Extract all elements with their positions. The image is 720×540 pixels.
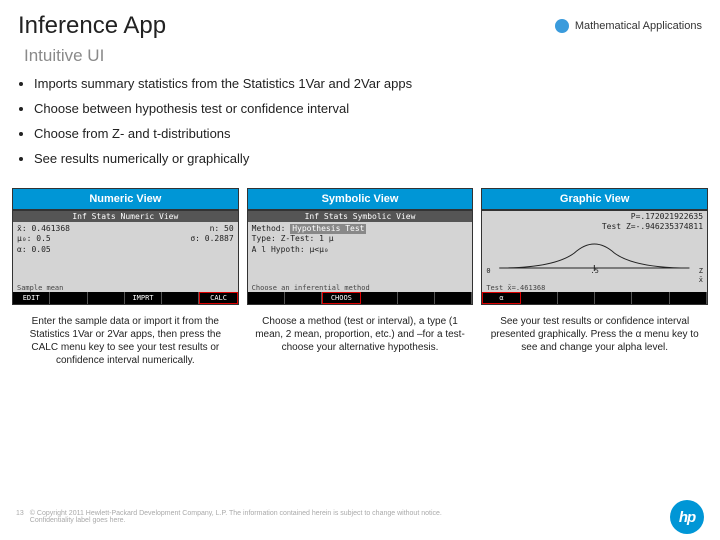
bullet-list: Imports summary statistics from the Stat… bbox=[0, 76, 720, 188]
symbolic-menu: CHOOS bbox=[248, 292, 473, 304]
tag-text: Mathematical Applications bbox=[575, 20, 702, 32]
tag-dot-icon bbox=[555, 19, 569, 33]
menu-calc[interactable]: CALC bbox=[199, 292, 237, 304]
symbolic-foot-label: Choose an inferential method bbox=[248, 284, 473, 292]
graphic-header: Graphic View bbox=[481, 188, 708, 210]
p-value: P=.172021922635 bbox=[486, 212, 703, 222]
numeric-foot-label: Sample mean bbox=[13, 284, 238, 292]
copyright-text: © Copyright 2011 Hewlett-Packard Develop… bbox=[30, 510, 450, 524]
bullet-item: Imports summary statistics from the Stat… bbox=[34, 76, 696, 91]
menu-alpha[interactable]: α bbox=[482, 292, 520, 304]
bullet-item: See results numerically or graphically bbox=[34, 151, 696, 166]
symbolic-screen-title: Inf Stats Symbolic View bbox=[248, 211, 473, 222]
stat-xbar: x̄: 0.461368 bbox=[17, 224, 70, 234]
symbolic-screen: Inf Stats Symbolic View Method: Hypothes… bbox=[247, 210, 474, 305]
alt-hypothesis: A l Hypoth: μ<μ₀ bbox=[252, 245, 469, 255]
menu-edit[interactable]: EDIT bbox=[13, 292, 50, 304]
page-title: Inference App bbox=[18, 12, 166, 40]
stat-mu0: μ₀: 0.5 bbox=[17, 234, 51, 244]
graphic-menu: α bbox=[482, 292, 707, 304]
hp-logo-icon: hp bbox=[670, 500, 704, 534]
graphic-caption: See your test results or confidence inte… bbox=[481, 305, 708, 354]
test-z: Test Z=-.946235374811 bbox=[486, 222, 703, 232]
graphic-screen: P=.172021922635 Test Z=-.946235374811 0 … bbox=[481, 210, 708, 305]
category-tag: Mathematical Applications bbox=[555, 19, 702, 33]
bullet-item: Choose from Z- and t-distributions bbox=[34, 126, 696, 141]
symbolic-header: Symbolic View bbox=[247, 188, 474, 210]
type-label: Type: Z-Test: 1 μ bbox=[252, 234, 469, 244]
numeric-screen: Inf Stats Numeric View x̄: 0.461368 n: 50… bbox=[12, 210, 239, 305]
stat-alpha: α: 0.05 bbox=[17, 245, 51, 255]
symbolic-caption: Choose a method (test or interval), a ty… bbox=[247, 305, 474, 354]
numeric-caption: Enter the sample data or import it from … bbox=[12, 305, 239, 367]
test-xbar: Test x̄=.461368 bbox=[482, 284, 707, 292]
page-number: 13 bbox=[16, 510, 24, 517]
menu-import[interactable]: IMPRT bbox=[125, 292, 162, 304]
subtitle: Intuitive UI bbox=[0, 40, 720, 76]
numeric-column: Numeric View Inf Stats Numeric View x̄: … bbox=[12, 188, 239, 367]
bullet-item: Choose between hypothesis test or confid… bbox=[34, 101, 696, 116]
symbolic-column: Symbolic View Inf Stats Symbolic View Me… bbox=[247, 188, 474, 367]
method-value[interactable]: Hypothesis Test bbox=[290, 224, 366, 234]
distribution-curve bbox=[486, 233, 703, 273]
menu-choose[interactable]: CHOOS bbox=[322, 292, 360, 304]
numeric-menu: EDIT IMPRT CALC bbox=[13, 292, 238, 304]
graphic-column: Graphic View P=.172021922635 Test Z=-.94… bbox=[481, 188, 708, 367]
views-row: Numeric View Inf Stats Numeric View x̄: … bbox=[0, 188, 720, 367]
stat-sigma: σ: 0.2887 bbox=[190, 234, 233, 244]
stat-n: n: 50 bbox=[210, 224, 234, 234]
numeric-header: Numeric View bbox=[12, 188, 239, 210]
method-label: Method: bbox=[252, 224, 286, 233]
numeric-screen-title: Inf Stats Numeric View bbox=[13, 211, 238, 222]
footer: 13 © Copyright 2011 Hewlett-Packard Deve… bbox=[16, 500, 704, 534]
